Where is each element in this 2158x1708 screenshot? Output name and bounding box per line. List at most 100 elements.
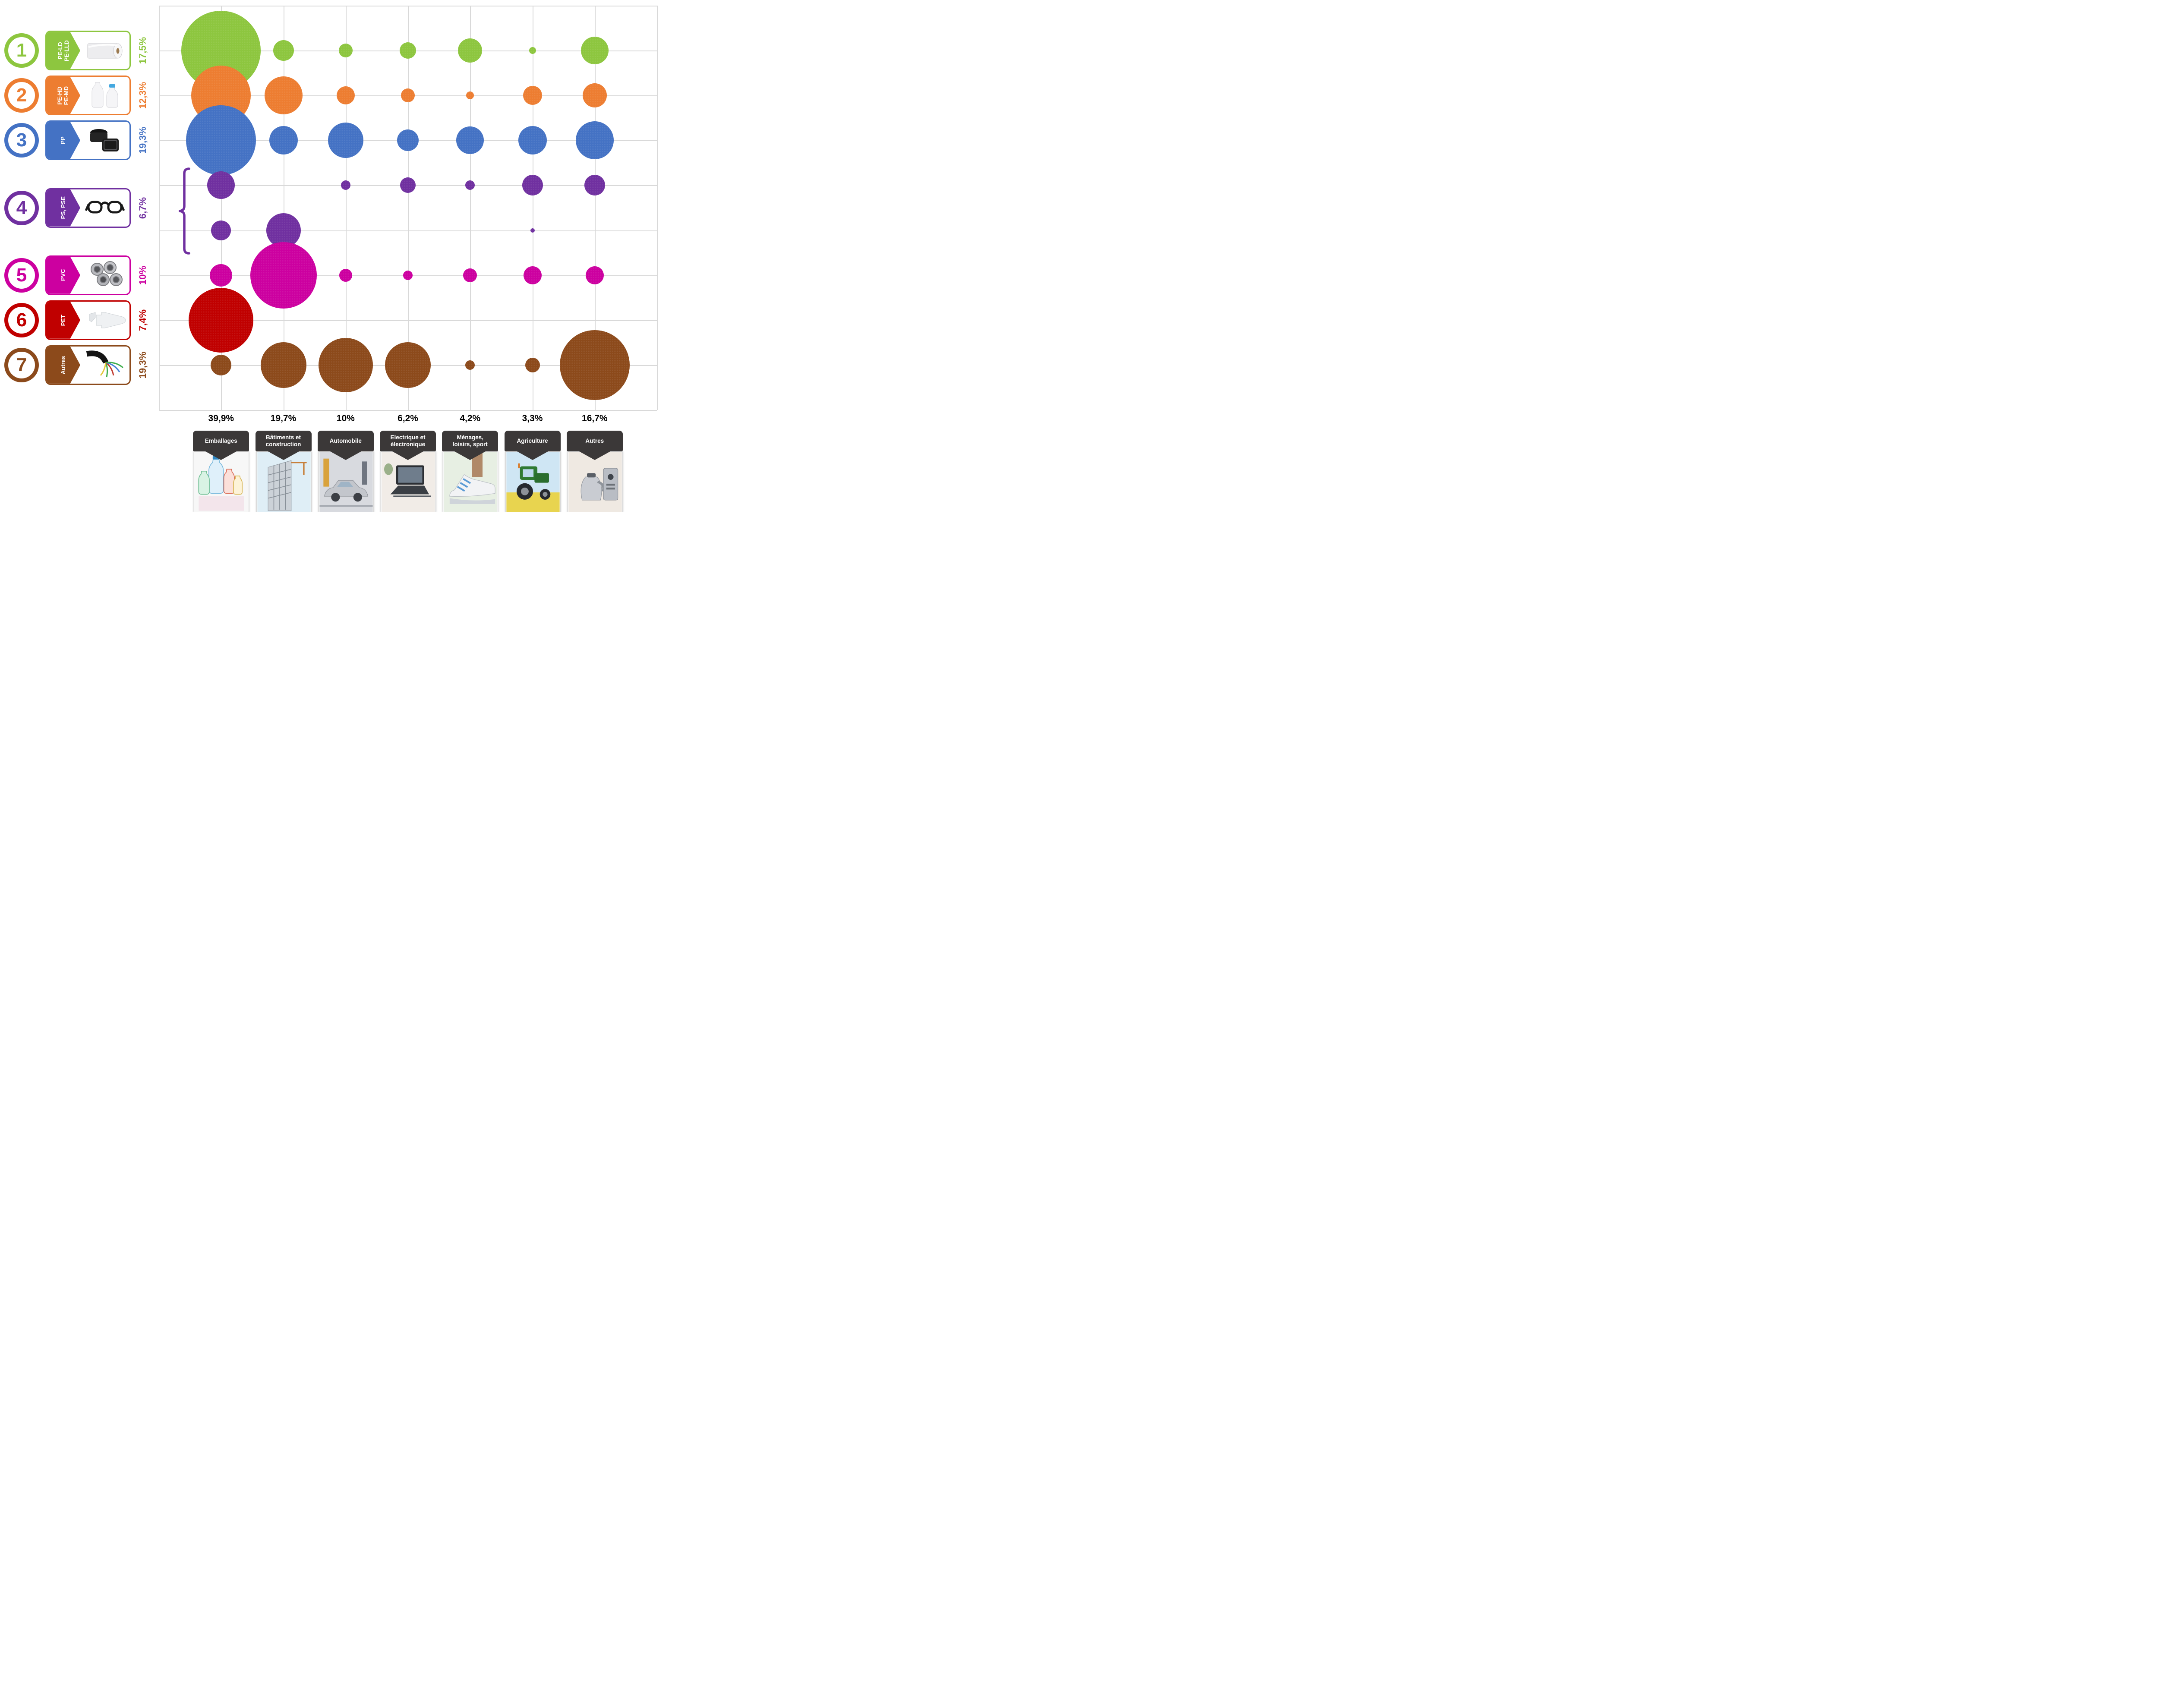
photo-building-icon xyxy=(256,451,312,512)
photo-glasses-icon xyxy=(80,189,129,227)
legend-row-4: 4 PS, PSE 6,7% xyxy=(0,188,160,228)
bubble-PE-HD-PE-MD-col2 xyxy=(264,76,303,115)
sector-column-1: 39,9% Emballages xyxy=(193,413,249,512)
bubble-PSPSE-col5 xyxy=(465,180,475,190)
bubble-PP-col7 xyxy=(575,121,614,160)
material-card-6: PET xyxy=(45,300,131,340)
legend-number-5: 5 xyxy=(4,258,39,293)
sector-badge: Bâtiments et construction xyxy=(255,431,312,460)
bubble-PVC-col2 xyxy=(250,242,317,309)
bubble-PE-HD-PE-MD-col5 xyxy=(466,91,474,100)
material-pct-label: 7,4% xyxy=(137,309,148,331)
bubble-PE-LD-PE-LLD-col6 xyxy=(529,47,536,54)
bubble-Autres-col3 xyxy=(318,337,373,392)
photo-car-icon xyxy=(318,451,374,512)
plot-vertical-gridline xyxy=(345,6,347,410)
material-pct-label: 6,7% xyxy=(137,197,148,219)
sector-badge-rect: Automobile xyxy=(317,431,374,451)
material-tag: PVC xyxy=(47,256,80,294)
bubble-Autres-col1 xyxy=(211,354,232,375)
bubble-PVC-col1 xyxy=(210,264,233,287)
sector-column-2: 19,7% Bâtiments et construction xyxy=(255,413,312,512)
bubble-PSPSE-col6 xyxy=(530,228,535,233)
photo-packaging-icon xyxy=(194,451,249,512)
sector-badge-arrow xyxy=(205,451,237,460)
material-card-2: PE-HD PE-MD xyxy=(45,76,131,116)
photo-pipes-icon xyxy=(80,257,129,294)
material-card-3: PP xyxy=(45,120,131,161)
bubble-Autres-col4 xyxy=(385,342,431,388)
material-pct-label: 12,3% xyxy=(137,82,148,109)
bubble-PSPSE-col4 xyxy=(400,177,416,193)
plot-vertical-gridline xyxy=(594,6,596,410)
material-label: PVC xyxy=(60,269,66,281)
plot-horizontal-gridline xyxy=(159,410,657,411)
chart-plot-area xyxy=(0,0,659,512)
material-tag: PP xyxy=(47,122,80,159)
sector-label: Emballages xyxy=(205,438,237,444)
sector-label: Automobile xyxy=(329,438,362,444)
plot-horizontal-gridline xyxy=(159,320,657,321)
legend-number-3: 3 xyxy=(4,123,39,158)
photo-spray-bottle-icon xyxy=(80,302,129,339)
material-tag: PE-HD PE-MD xyxy=(47,77,80,114)
sector-badge-rect: Bâtiments et construction xyxy=(255,431,312,451)
sector-badge-rect: Emballages xyxy=(193,431,249,451)
bubble-PP-col4 xyxy=(397,129,419,151)
plastics-demand-bubble-chart: 1 PE-LD PE-LLD 17,5% 2 PE-HD PE-MD 12,3% 3 PP 19… xyxy=(0,0,659,512)
bubble-PE-LD-PE-LLD-col7 xyxy=(581,37,609,65)
photo-cables-icon xyxy=(80,347,129,384)
material-pct-7: 19,3% xyxy=(129,345,156,385)
sector-column-5: 4,2% Ménages, loisirs, sport xyxy=(442,413,498,512)
sector-label: Ménages, loisirs, sport xyxy=(452,434,488,447)
sector-badge: Autres xyxy=(566,431,623,460)
material-label: PP xyxy=(60,136,66,145)
ps-pse-rows-bracket xyxy=(178,167,190,255)
material-pct-label: 19,3% xyxy=(137,351,148,379)
sector-column-3: 10% Automobile xyxy=(317,413,374,512)
material-pct-2: 12,3% xyxy=(129,76,156,115)
sector-badge-arrow xyxy=(454,451,486,460)
material-pct-label: 10% xyxy=(137,265,148,285)
legend-row-7: 7 Autres 19,3% xyxy=(0,345,160,385)
bubble-PSPSE-col2 xyxy=(266,213,301,248)
bubble-PSPSE-col7 xyxy=(584,175,605,196)
material-card-5: PVC xyxy=(45,255,131,295)
sector-label: Agriculture xyxy=(517,438,548,444)
bubble-PE-LD-PE-LLD-col4 xyxy=(400,42,416,59)
material-card-4: PS, PSE xyxy=(45,188,131,228)
bubble-PP-col2 xyxy=(269,126,298,155)
photo-tractor-icon xyxy=(505,451,561,512)
material-tag: Autres xyxy=(47,346,80,384)
sector-badge: Automobile xyxy=(317,431,374,460)
plot-vertical-gridline xyxy=(470,6,471,410)
bubble-PSPSE-col6 xyxy=(522,175,543,196)
sector-badge-rect: Electrique et électronique xyxy=(380,431,436,451)
bubble-Autres-col6 xyxy=(525,357,540,372)
material-tag: PS, PSE xyxy=(47,189,80,227)
sector-badge: Agriculture xyxy=(504,431,561,460)
legend-number-7: 7 xyxy=(4,347,39,382)
plot-vertical-gridline xyxy=(657,6,658,410)
material-pct-label: 19,3% xyxy=(137,127,148,154)
material-pct-3: 19,3% xyxy=(129,120,156,160)
photo-laptop-icon xyxy=(381,451,436,512)
bubble-PVC-col4 xyxy=(403,270,413,280)
legend-number-2: 2 xyxy=(4,78,39,113)
material-label: Autres xyxy=(60,356,66,375)
material-pct-5: 10% xyxy=(129,255,156,295)
bubble-PP-col1 xyxy=(186,105,256,176)
legend-number-4: 4 xyxy=(4,190,39,225)
sector-badge-rect: Agriculture xyxy=(504,431,561,451)
legend-number-6: 6 xyxy=(4,303,39,337)
plot-vertical-gridline xyxy=(221,6,222,410)
bubble-PSPSE-col1 xyxy=(207,171,235,199)
legend-row-1: 1 PE-LD PE-LLD 17,5% xyxy=(0,31,160,71)
photo-containers-icon xyxy=(80,122,129,159)
material-pct-4: 6,7% xyxy=(129,188,156,228)
bubble-PE-HD-PE-MD-col4 xyxy=(401,88,415,103)
plot-vertical-gridline xyxy=(159,6,160,410)
sector-badge-arrow xyxy=(392,451,423,460)
bubble-PVC-col7 xyxy=(585,266,604,284)
material-card-1: PE-LD PE-LLD xyxy=(45,31,131,71)
